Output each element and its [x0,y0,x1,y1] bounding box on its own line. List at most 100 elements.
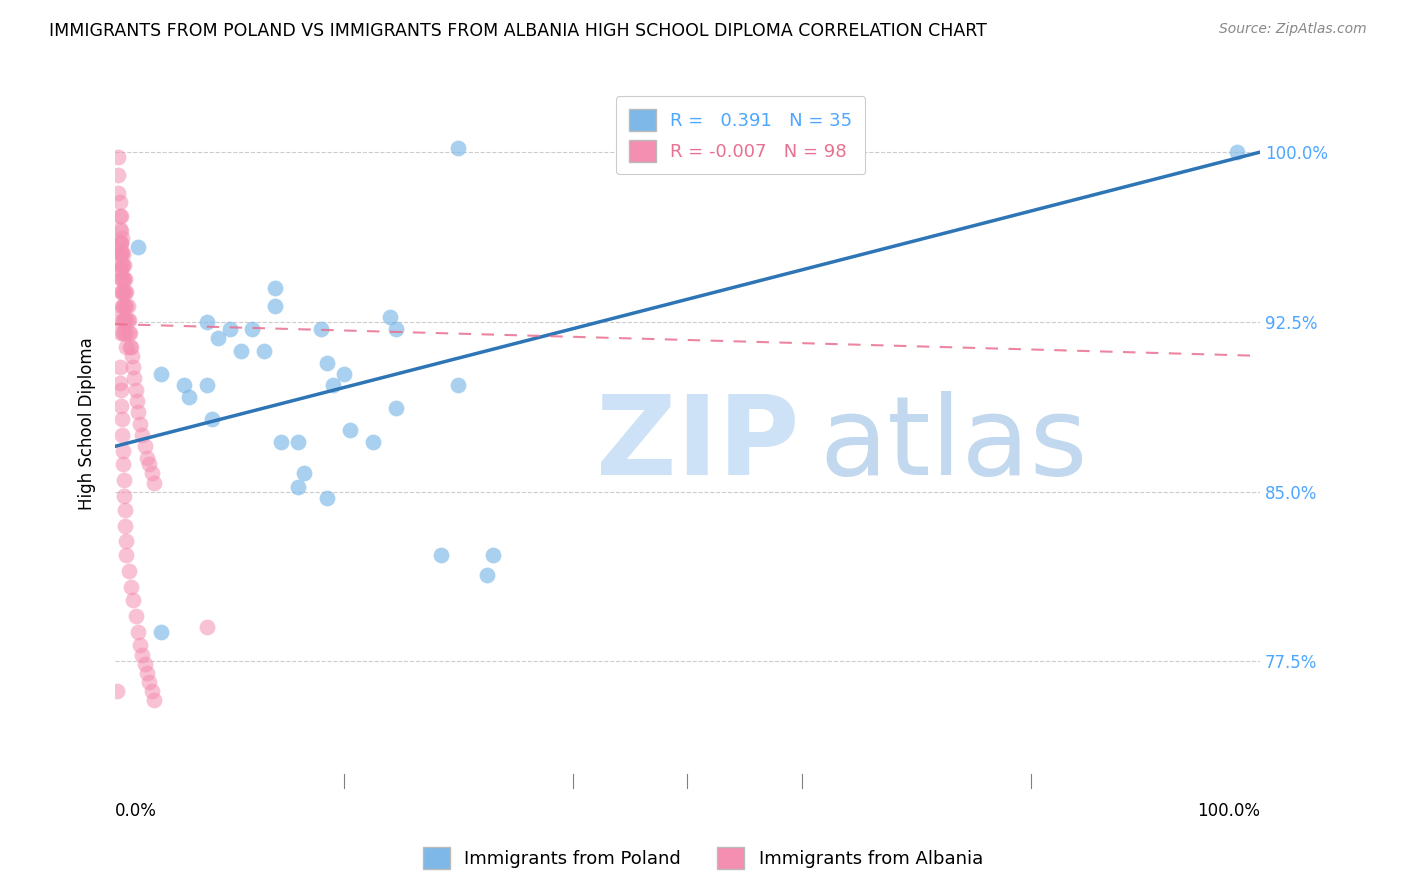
Point [447,378,470,392]
Point [110,209,132,223]
Point [108,222,131,236]
Point [110,315,132,329]
Point [447,141,470,155]
Point [115,299,138,313]
Legend: R =   0.391   N = 35, R = -0.007   N = 98: R = 0.391 N = 35, R = -0.007 N = 98 [616,96,865,175]
Point [107,150,129,164]
Point [111,299,134,313]
Point [315,491,337,506]
Point [110,383,132,397]
Point [134,439,156,453]
Point [110,235,132,250]
Point [112,272,135,286]
Text: 100.0%: 100.0% [1197,802,1260,820]
Point [110,224,132,238]
Point [114,502,136,516]
Point [117,312,139,326]
Point [173,378,195,392]
Point [108,376,131,390]
Point [136,665,159,680]
Point [117,299,139,313]
Point [127,240,149,254]
Point [108,263,131,277]
Point [112,258,135,272]
Point [110,247,132,261]
Point [339,424,361,438]
Point [110,272,132,286]
Point [482,548,505,562]
Point [134,657,156,671]
Point [142,692,165,706]
Point [131,428,153,442]
Point [111,244,134,259]
Point [107,186,129,200]
Point [111,285,134,300]
Point [430,548,453,562]
Point [114,518,136,533]
Point [292,467,315,481]
Point [111,412,134,426]
Point [195,620,218,634]
Point [112,443,135,458]
Point [112,473,135,487]
Point [112,326,135,341]
Point [207,331,229,345]
Text: ZIP: ZIP [596,392,799,499]
Point [195,378,218,392]
Point [118,340,141,354]
Point [124,383,146,397]
Point [110,285,132,300]
Point [110,399,132,413]
Text: Source: ZipAtlas.com: Source: ZipAtlas.com [1219,22,1367,37]
Point [138,458,160,472]
Point [112,458,135,472]
Point [105,683,128,698]
Point [108,360,131,375]
Point [112,312,135,326]
Point [201,412,224,426]
Point [115,534,138,549]
Point [110,258,132,272]
Point [112,299,135,313]
Point [114,299,136,313]
Point [384,401,406,415]
Text: 0.0%: 0.0% [115,802,157,820]
Point [112,247,135,261]
Point [125,394,148,409]
Point [253,344,276,359]
Legend: Immigrants from Poland, Immigrants from Albania: Immigrants from Poland, Immigrants from … [413,838,993,879]
Point [141,683,163,698]
Point [333,367,356,381]
Point [127,405,149,419]
Point [110,263,132,277]
Point [1226,145,1249,160]
Point [124,609,146,624]
Point [111,428,134,442]
Point [112,285,135,300]
Point [108,194,131,209]
Point [112,312,135,326]
Point [195,315,218,329]
Point [115,548,138,562]
Point [384,321,406,335]
Point [115,340,138,354]
Point [108,209,131,223]
Point [108,235,131,250]
Point [112,326,135,341]
Point [141,467,163,481]
Text: atlas: atlas [820,392,1088,499]
Text: IMMIGRANTS FROM POLAND VS IMMIGRANTS FROM ALBANIA HIGH SCHOOL DIPLOMA CORRELATIO: IMMIGRANTS FROM POLAND VS IMMIGRANTS FRO… [49,22,987,40]
Point [127,624,149,639]
Point [218,321,240,335]
Point [229,344,252,359]
Point [120,340,142,354]
Point [112,272,135,286]
Point [378,310,401,325]
Point [179,390,201,404]
Point [136,450,159,465]
Point [118,326,141,341]
Point [114,312,136,326]
Point [242,321,264,335]
Point [264,299,287,313]
Point [111,231,134,245]
